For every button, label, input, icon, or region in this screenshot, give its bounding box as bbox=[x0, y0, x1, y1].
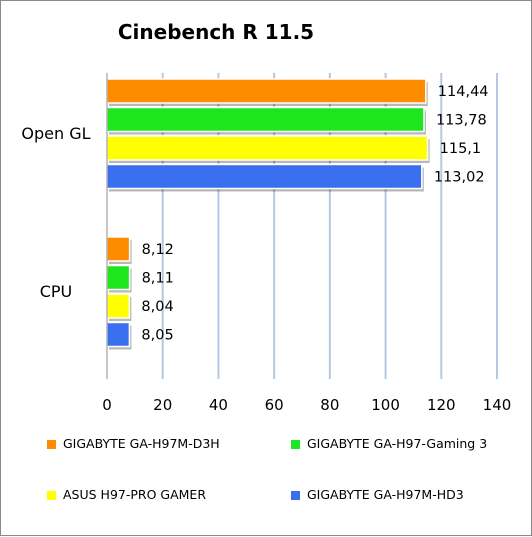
data-label: 113,02 bbox=[434, 170, 485, 186]
x-tick-label: 60 bbox=[265, 396, 284, 414]
legend-swatch bbox=[291, 440, 300, 449]
bar bbox=[106, 236, 131, 262]
bar bbox=[106, 106, 425, 133]
x-tick-label: 40 bbox=[209, 396, 228, 414]
data-label: 115,1 bbox=[440, 141, 482, 157]
legend-label: GIGABYTE GA-H97M-D3H bbox=[63, 436, 220, 451]
bar bbox=[106, 135, 429, 161]
x-tick-label: 120 bbox=[427, 396, 456, 414]
bar bbox=[106, 321, 131, 348]
bar bbox=[106, 293, 131, 319]
legend-swatch bbox=[47, 491, 56, 500]
legend-label: GIGABYTE GA-H97M-HD3 bbox=[307, 487, 464, 502]
bar bbox=[106, 264, 131, 291]
data-label: 8,04 bbox=[141, 299, 173, 315]
legend-swatch bbox=[291, 491, 300, 500]
legend-label: ASUS H97-PRO GAMER bbox=[63, 487, 206, 502]
data-label: 8,12 bbox=[142, 242, 174, 258]
bars: 114,44 113,78 115,1 113,02 8,12 8,11 8,04 8,05 bbox=[106, 78, 489, 350]
x-tick-label: 100 bbox=[371, 396, 400, 414]
x-tick-label: 20 bbox=[153, 396, 172, 414]
x-tick-label: 0 bbox=[102, 396, 112, 414]
data-label: 113,78 bbox=[436, 113, 487, 129]
category-label: Open GL bbox=[21, 124, 90, 143]
data-label: 8,05 bbox=[141, 328, 173, 344]
data-label: 8,11 bbox=[142, 271, 174, 287]
legend: GIGABYTE GA-H97M-D3H GIGABYTE GA-H97-Gami… bbox=[47, 436, 487, 502]
bar bbox=[106, 163, 423, 190]
data-label: 114,44 bbox=[438, 84, 489, 100]
category-label: CPU bbox=[40, 282, 73, 301]
bar bbox=[106, 78, 427, 104]
chart-title: Cinebench R 11.5 bbox=[118, 20, 314, 44]
axes: Open GL CPU 0 20 40 60 80 100 120 140 bbox=[21, 73, 511, 414]
x-tick-label: 80 bbox=[320, 396, 339, 414]
x-tick-label: 140 bbox=[483, 396, 512, 414]
legend-swatch bbox=[47, 440, 56, 449]
legend-label: GIGABYTE GA-H97-Gaming 3 bbox=[307, 436, 487, 451]
